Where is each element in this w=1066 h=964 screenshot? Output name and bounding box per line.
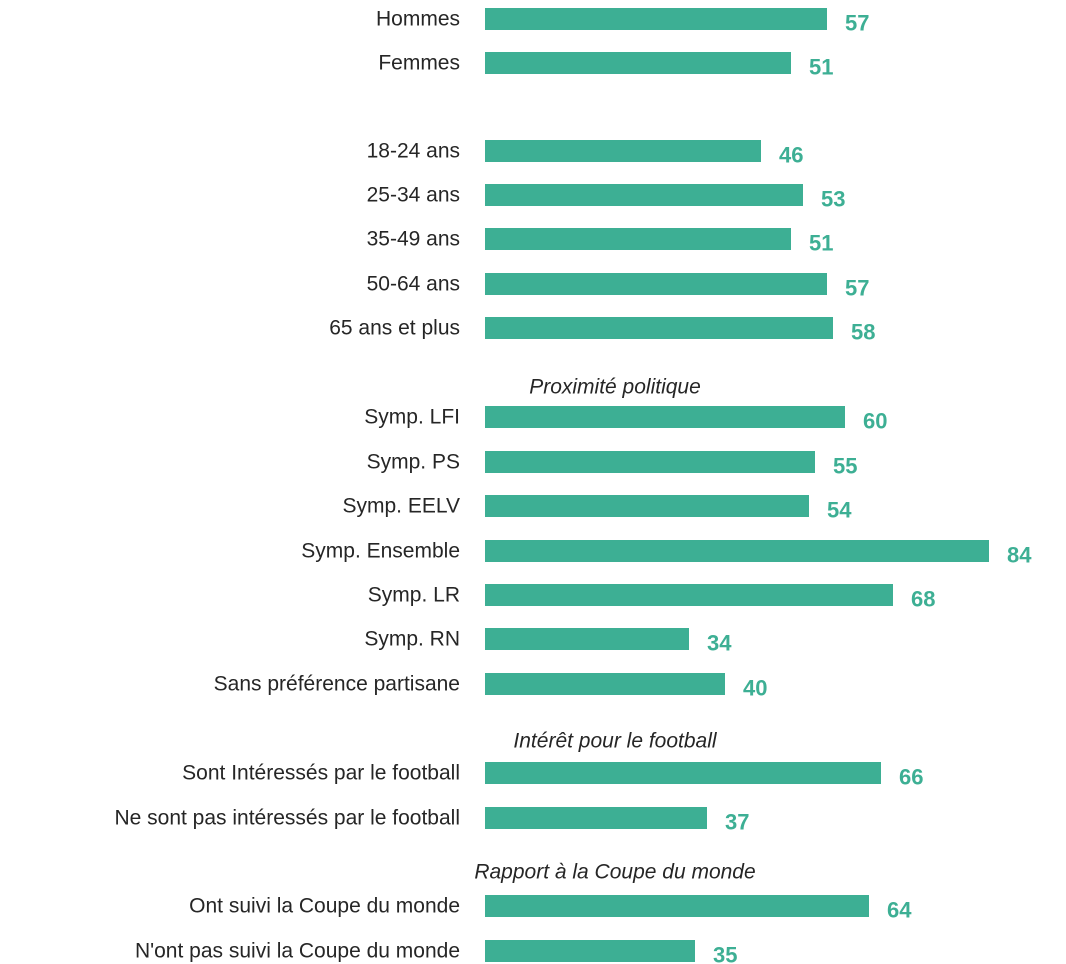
bar — [485, 673, 725, 695]
bar — [485, 540, 989, 562]
value-label: 51 — [809, 231, 833, 256]
category-label: Symp. EELV — [343, 495, 461, 518]
category-label: Symp. Ensemble — [301, 540, 460, 563]
group-4: Rapport à la Coupe du monde Ont suivi la … — [135, 861, 912, 964]
bar — [485, 628, 689, 650]
bar — [485, 8, 827, 30]
value-label: 51 — [809, 55, 833, 80]
value-label: 84 — [1007, 543, 1032, 568]
value-label: 57 — [845, 276, 869, 301]
bar — [485, 495, 809, 517]
category-label: Symp. RN — [364, 628, 460, 651]
bar — [485, 317, 833, 339]
category-label: N'ont pas suivi la Coupe du monde — [135, 940, 460, 963]
category-label: Femmes — [378, 52, 460, 75]
bar — [485, 273, 827, 295]
section-label: Proximité politique — [529, 376, 701, 399]
bar — [485, 52, 791, 74]
bar — [485, 184, 803, 206]
value-label: 35 — [713, 943, 737, 964]
group-1: 18-24 ans 46 25-34 ans 53 35-49 ans 51 50-64 a… — [329, 140, 875, 345]
value-label: 40 — [743, 676, 767, 701]
bar — [485, 406, 845, 428]
category-label: Hommes — [376, 8, 460, 31]
value-label: 57 — [845, 11, 869, 36]
category-label: Sont Intéressés par le football — [182, 762, 460, 785]
category-label: Ont suivi la Coupe du monde — [189, 895, 460, 918]
bar — [485, 895, 869, 917]
value-label: 34 — [707, 631, 732, 656]
category-label: 35-49 ans — [367, 228, 460, 251]
value-label: 55 — [833, 454, 857, 479]
bar — [485, 762, 881, 784]
value-label: 54 — [827, 498, 852, 523]
value-label: 53 — [821, 187, 845, 212]
bar — [485, 451, 815, 473]
section-label: Intérêt pour le football — [513, 730, 717, 753]
bar — [485, 807, 707, 829]
value-label: 37 — [725, 810, 749, 835]
category-label: Symp. PS — [367, 451, 460, 474]
group-2: Proximité politique Symp. LFI 60 Symp. PS 55… — [214, 376, 1033, 701]
value-label: 68 — [911, 587, 935, 612]
category-label: Symp. LR — [368, 584, 460, 607]
value-label: 46 — [779, 143, 803, 168]
bar — [485, 940, 695, 962]
category-label: Symp. LFI — [364, 406, 460, 429]
section-label: Rapport à la Coupe du monde — [474, 861, 755, 884]
category-label: 25-34 ans — [367, 184, 460, 207]
category-label: Sans préférence partisane — [214, 673, 460, 696]
group-0: Hommes 57 Femmes 51 — [376, 8, 870, 80]
bar — [485, 584, 893, 606]
category-label: Ne sont pas intéressés par le football — [114, 807, 460, 830]
bar — [485, 228, 791, 250]
value-label: 58 — [851, 320, 875, 345]
category-label: 65 ans et plus — [329, 317, 460, 340]
group-3: Intérêt pour le football Sont Intéressés … — [114, 730, 923, 835]
bar — [485, 140, 761, 162]
value-label: 64 — [887, 898, 912, 923]
value-label: 60 — [863, 409, 887, 434]
category-label: 18-24 ans — [367, 140, 460, 163]
category-label: 50-64 ans — [367, 273, 460, 296]
value-label: 66 — [899, 765, 923, 790]
